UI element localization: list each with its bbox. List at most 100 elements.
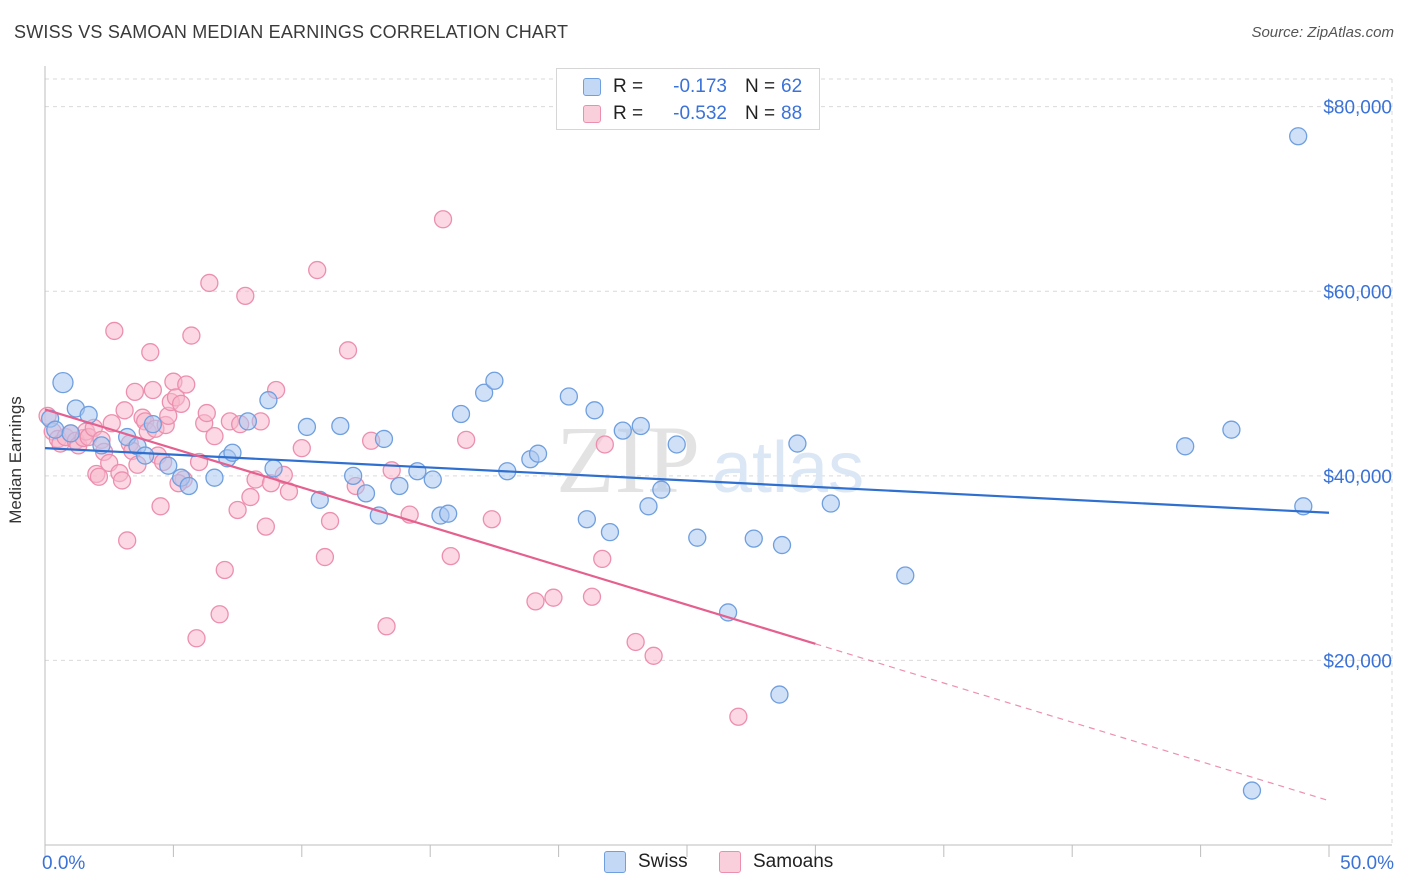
swiss-point bbox=[788, 434, 807, 453]
swiss-point bbox=[772, 535, 792, 555]
swiss-point bbox=[667, 435, 686, 454]
y-tick-label: $20,000 bbox=[1323, 651, 1392, 672]
samoan-point bbox=[200, 273, 219, 293]
swiss-point bbox=[652, 480, 671, 499]
swiss-point bbox=[474, 383, 494, 402]
swiss-point bbox=[577, 510, 596, 529]
n-value: 88 bbox=[781, 103, 803, 124]
samoan-swatch bbox=[719, 851, 741, 873]
samoan-point bbox=[125, 382, 145, 402]
samoan-point bbox=[197, 403, 216, 423]
samoan-point bbox=[112, 471, 132, 490]
swiss-point bbox=[744, 529, 763, 548]
legend-row-swiss: R = -0.173 N = 62 bbox=[583, 75, 802, 99]
trend-layer bbox=[44, 408, 1330, 802]
n-value: 62 bbox=[781, 76, 803, 97]
swiss-point bbox=[451, 404, 471, 424]
swiss-point bbox=[374, 429, 394, 449]
swiss-point bbox=[356, 484, 376, 503]
samoan-point bbox=[105, 321, 124, 341]
samoan-point bbox=[143, 380, 163, 400]
swiss-point bbox=[613, 421, 632, 440]
samoan-point bbox=[433, 210, 453, 229]
y-tick-label: $40,000 bbox=[1323, 467, 1392, 488]
swiss-point bbox=[1176, 437, 1195, 456]
legend-item-samoans[interactable]: Samoans bbox=[719, 851, 833, 873]
samoan-trend-extension bbox=[815, 643, 1330, 802]
swiss-point bbox=[585, 401, 604, 420]
y-tick-label: $80,000 bbox=[1323, 98, 1392, 119]
x-tick-label-max: 50.0% bbox=[1340, 853, 1394, 874]
swiss-point bbox=[390, 476, 409, 496]
source-attribution: Source: ZipAtlas.com bbox=[1251, 24, 1394, 41]
samoan-point bbox=[151, 497, 170, 516]
swiss-point bbox=[143, 415, 163, 434]
samoan-point bbox=[115, 401, 134, 420]
swiss-point bbox=[1242, 781, 1262, 800]
swiss-point bbox=[61, 424, 80, 443]
points-layer bbox=[38, 127, 1313, 800]
n-label: N = bbox=[745, 76, 776, 97]
r-label: R = bbox=[613, 103, 644, 124]
samoan-point bbox=[141, 343, 160, 362]
samoan-swatch bbox=[583, 105, 601, 123]
swiss-point bbox=[770, 685, 789, 704]
swiss-point bbox=[485, 371, 504, 390]
swiss-point bbox=[46, 420, 65, 439]
r-value: -0.532 bbox=[673, 103, 727, 124]
swiss-point bbox=[631, 416, 650, 436]
samoan-point bbox=[118, 531, 137, 550]
samoan-point bbox=[482, 510, 501, 529]
samoan-point bbox=[582, 587, 602, 606]
x-tick-label-min: 0.0% bbox=[42, 853, 85, 874]
swiss-point bbox=[259, 391, 278, 410]
samoan-point bbox=[210, 605, 229, 624]
samoan-point bbox=[644, 646, 663, 665]
watermark-zip: ZIP bbox=[556, 406, 700, 513]
samoan-point bbox=[457, 430, 476, 450]
swiss-point bbox=[528, 444, 548, 463]
swiss-swatch bbox=[604, 851, 626, 873]
samoan-point bbox=[315, 547, 335, 567]
swiss-point bbox=[159, 456, 178, 475]
swiss-point bbox=[331, 416, 350, 436]
samoan-point bbox=[177, 375, 196, 394]
samoan-point bbox=[241, 487, 260, 507]
swiss-point bbox=[408, 462, 427, 481]
y-tick-label: $60,000 bbox=[1323, 282, 1392, 303]
swiss-point bbox=[896, 566, 915, 585]
samoan-point bbox=[187, 629, 206, 648]
legend-label-swiss: Swiss bbox=[638, 851, 688, 872]
r-value: -0.173 bbox=[673, 76, 727, 97]
samoan-point bbox=[215, 560, 234, 580]
swiss-point bbox=[639, 497, 658, 516]
swiss-point bbox=[1222, 420, 1241, 439]
swiss-point bbox=[310, 490, 329, 509]
samoan-point bbox=[171, 394, 191, 414]
samoan-point bbox=[320, 511, 340, 531]
swiss-point bbox=[52, 371, 74, 394]
samoan-point bbox=[182, 326, 201, 345]
swiss-point bbox=[688, 528, 707, 547]
correlation-legend: R = -0.173 N = 62 R = -0.532 N = 88 bbox=[556, 68, 820, 130]
swiss-point bbox=[600, 522, 620, 542]
swiss-swatch bbox=[583, 78, 601, 96]
legend-label-samoans: Samoans bbox=[753, 851, 834, 872]
legend-row-samoans: R = -0.532 N = 88 bbox=[583, 102, 802, 126]
legend-item-swiss[interactable]: Swiss bbox=[604, 851, 688, 873]
samoan-trend-line bbox=[44, 408, 816, 645]
swiss-point bbox=[205, 468, 224, 487]
samoan-point bbox=[256, 517, 275, 536]
samoan-point bbox=[228, 500, 247, 520]
samoan-point bbox=[338, 341, 358, 360]
swiss-point bbox=[1289, 127, 1308, 146]
samoan-point bbox=[544, 588, 563, 607]
watermark-atlas: atlas bbox=[712, 428, 864, 508]
swiss-point bbox=[821, 494, 840, 513]
swiss-point bbox=[559, 387, 579, 406]
samoan-point bbox=[729, 707, 748, 726]
samoan-point bbox=[593, 549, 612, 569]
tick-label-layer: $20,000 $40,000 $60,000 $80,000 0.0% 50.0% bbox=[42, 98, 1394, 874]
axis-layer bbox=[44, 66, 1392, 857]
